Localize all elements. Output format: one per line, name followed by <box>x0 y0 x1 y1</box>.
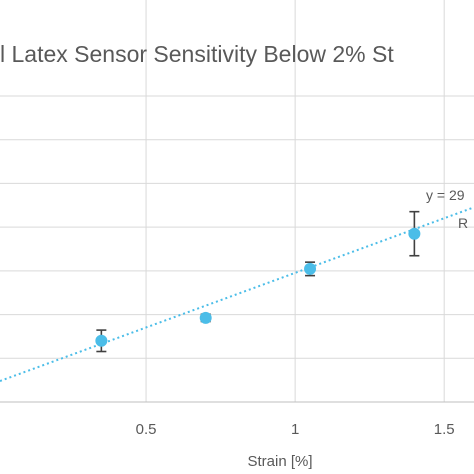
x-tick-labels: 0.5 1 1.5 <box>136 421 455 438</box>
data-point <box>304 262 317 275</box>
error-bars <box>96 210 420 353</box>
x-axis-title: Strain [%] <box>247 453 312 470</box>
gridlines <box>0 0 474 403</box>
trendline-equation: y = 29 <box>426 187 465 203</box>
data-point <box>95 334 108 347</box>
chart-title: l Latex Sensor Sensitivity Below 2% St <box>0 41 394 67</box>
linear-trendline <box>0 206 474 382</box>
trendline-r2: R <box>458 215 468 231</box>
trendline-group <box>0 206 474 382</box>
x-tick-label: 1 <box>291 421 299 438</box>
data-point <box>408 227 421 240</box>
data-points <box>95 227 421 347</box>
data-point <box>199 311 212 324</box>
x-tick-label: 0.5 <box>136 421 157 438</box>
x-tick-label: 1.5 <box>434 421 455 438</box>
